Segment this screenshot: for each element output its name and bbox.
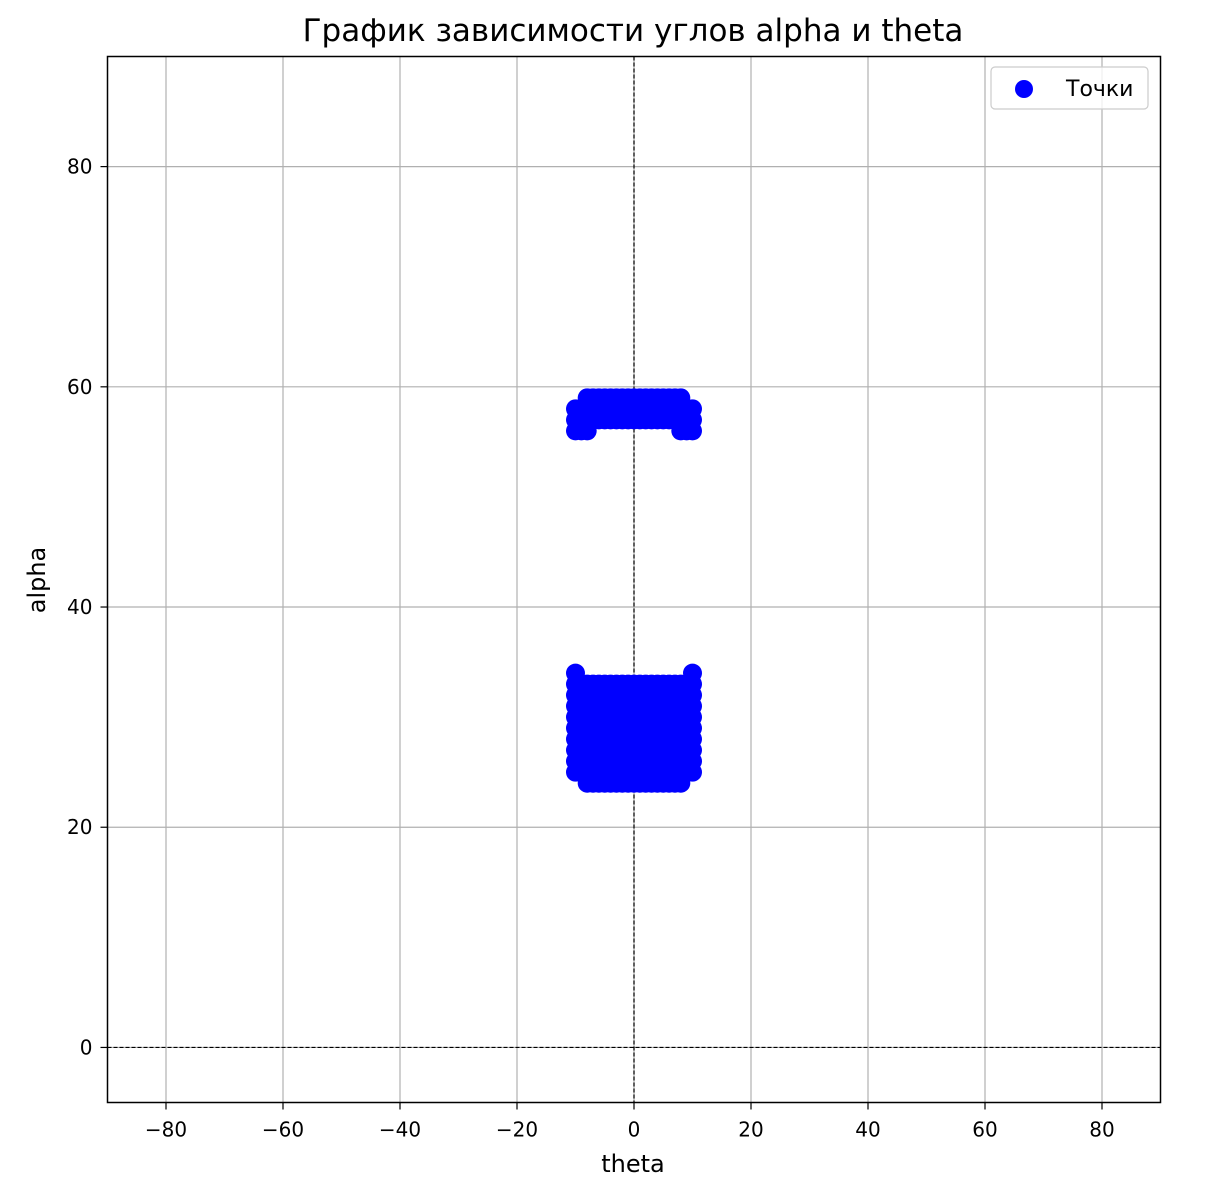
x-tick-label: −80	[145, 1118, 187, 1142]
y-tick-label: 40	[67, 595, 92, 619]
x-axis-label: theta	[601, 1150, 665, 1178]
scatter-point	[683, 421, 702, 441]
scatter-point	[577, 421, 597, 441]
reference-lines	[107, 56, 1161, 1103]
x-tick-label: −60	[262, 1118, 304, 1142]
y-tick-label: 0	[80, 1035, 93, 1059]
y-tick-label: 60	[67, 375, 92, 399]
x-tick-label: 60	[972, 1118, 997, 1142]
x-tick-label: 20	[738, 1118, 763, 1142]
y-axis-ticks: 0 20 40 60 80	[67, 155, 108, 1059]
scatter-points	[566, 388, 702, 793]
y-tick-label: 20	[67, 815, 92, 839]
y-axis-label: alpha	[23, 547, 51, 614]
legend-marker	[1015, 80, 1033, 98]
scatter-point	[671, 773, 691, 793]
legend: Точки	[990, 66, 1149, 110]
chart-title: График зависимости углов alpha и theta	[303, 13, 964, 49]
x-tick-label: 40	[855, 1118, 880, 1142]
y-tick-label: 80	[67, 155, 92, 179]
x-tick-label: −20	[496, 1118, 538, 1142]
x-tick-label: 80	[1089, 1118, 1114, 1142]
legend-box	[990, 66, 1149, 110]
legend-label-points: Точки	[1065, 77, 1133, 102]
x-axis-ticks: −80 −60 −40 −20 0 20 40 60 80	[145, 1102, 1115, 1142]
x-tick-label: 0	[628, 1118, 641, 1142]
x-tick-label: −40	[379, 1118, 421, 1142]
